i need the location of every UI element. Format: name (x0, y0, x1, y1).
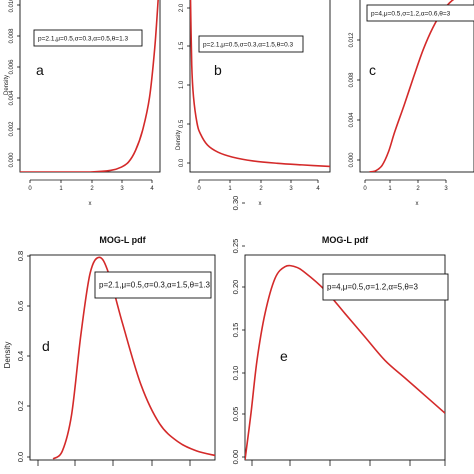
panel-label: d (42, 338, 50, 354)
legend-box (366, 4, 474, 22)
y-tick-label: 1.5 (179, 41, 185, 50)
y-tick-label: 0.4 (16, 351, 25, 361)
x-tick-label: 3 (289, 186, 293, 192)
y-tick-label: 0.004 (349, 112, 355, 128)
legend-label: p=4,μ=0.5,σ=1.2,α=5,θ=3 (327, 283, 418, 292)
x-tick-label: 2 (416, 186, 420, 192)
series-line (190, 0, 330, 168)
chart-panel-c: 0.000 0.004 0.008 0.012 0 1 2 3 x p=4,μ=0.5,σ=1.2… (349, 0, 474, 207)
panel-label: e (280, 348, 288, 364)
series-line (369, 0, 455, 172)
y-tick-label: 0.2 (16, 401, 25, 411)
x-tick-label: 1 (388, 186, 392, 192)
plot-frame (19, 0, 161, 173)
y-tick-label: 0.012 (349, 32, 355, 48)
x-tick-label: 1 (59, 186, 63, 192)
y-tick-label: 0.002 (9, 121, 15, 137)
x-tick-label: 0 (363, 186, 367, 192)
y-tick-label: 0.30 (231, 196, 240, 211)
y-axis-label: Density (176, 130, 182, 150)
y-tick-label: 0.0 (179, 158, 185, 167)
x-tick-label: 3 (120, 186, 124, 192)
legend-box (198, 35, 304, 53)
chart-title: MOG-L pdf (99, 235, 146, 245)
plot-frame (189, 0, 331, 173)
y-axis-label: Density (3, 342, 12, 369)
panel-label: a (36, 62, 44, 78)
plot-frame (244, 254, 446, 461)
y-tick-label: 0.05 (231, 407, 240, 422)
chart-panel-d: MOG-L pdf 0.0 0.2 0.4 0.6 0.8 Density p=2.1,μ=0… (3, 235, 216, 466)
y-tick-label: 0.10 (231, 366, 240, 381)
legend-label: p=2.1,μ=0.5,σ=0.3,α=1.5,θ=1.3 (99, 281, 210, 290)
plot-frame (359, 0, 474, 173)
y-tick-label: 0.000 (349, 152, 355, 168)
x-axis-label: x (416, 201, 419, 207)
x-tick-label: 0 (197, 186, 201, 192)
y-tick-label: 0.15 (231, 323, 240, 338)
plot-frame (29, 254, 216, 461)
y-tick-label: 0.010 (9, 0, 15, 13)
y-tick-label: 0.00 (231, 450, 240, 465)
x-tick-label: 4 (316, 186, 320, 192)
y-tick-label: 0.004 (9, 90, 15, 106)
legend-label: p=2.1,μ=0.5,σ=0.3,α=1.5,θ=0.3 (203, 42, 294, 49)
chart-title: MOG-L pdf (322, 235, 369, 245)
y-tick-label: 0.8 (16, 251, 25, 261)
y-tick-label: 2.0 (179, 3, 185, 12)
legend-label: p=2.1,μ=0.5,σ=0.3,α=0.5,θ=1.3 (38, 36, 129, 43)
x-tick-label: 4 (150, 186, 154, 192)
y-tick-label: 0.008 (349, 72, 355, 88)
chart-panel-e: MOG-L pdf 0.00 0.05 0.10 0.15 0.20 0.25 0.30 p=4… (231, 196, 449, 466)
y-axis-label: Density (4, 75, 10, 95)
series-line (245, 264, 445, 460)
legend-box (322, 273, 449, 301)
x-axis-label: x (259, 201, 262, 207)
chart-panel-b: 0.0 0.5 1.0 1.5 2.0 0 1 2 3 4 x Density p=2.1,μ=0.5,… (176, 0, 331, 207)
y-tick-label: 1.0 (179, 80, 185, 89)
legend-label: p=4,μ=0.5,σ=1.2,α=0.6,θ=3 (371, 11, 451, 18)
panel-label: b (214, 62, 222, 78)
x-tick-label: 1 (228, 186, 232, 192)
y-tick-label: 0.000 (9, 152, 15, 168)
series-line (20, 0, 159, 172)
y-tick-label: 0.008 (9, 28, 15, 44)
y-tick-label: 0.0 (16, 452, 25, 462)
y-tick-label: 0.6 (16, 301, 25, 311)
y-tick-label: 0.20 (231, 280, 240, 295)
x-axis-label: x (89, 201, 92, 207)
y-tick-label: 0.5 (179, 119, 185, 128)
x-tick-label: 2 (90, 186, 94, 192)
y-tick-label: 0.006 (9, 59, 15, 75)
x-tick-label: 2 (259, 186, 263, 192)
y-tick-label: 0.25 (231, 239, 240, 254)
x-tick-label: 0 (28, 186, 32, 192)
x-tick-label: 3 (444, 186, 448, 192)
chart-panel-a: 0.000 0.002 0.004 0.006 0.008 0.010 0 1 2 3 4 x Dens… (4, 0, 161, 207)
panel-label: c (369, 62, 376, 78)
legend-box (33, 29, 143, 47)
legend-box (94, 271, 212, 299)
